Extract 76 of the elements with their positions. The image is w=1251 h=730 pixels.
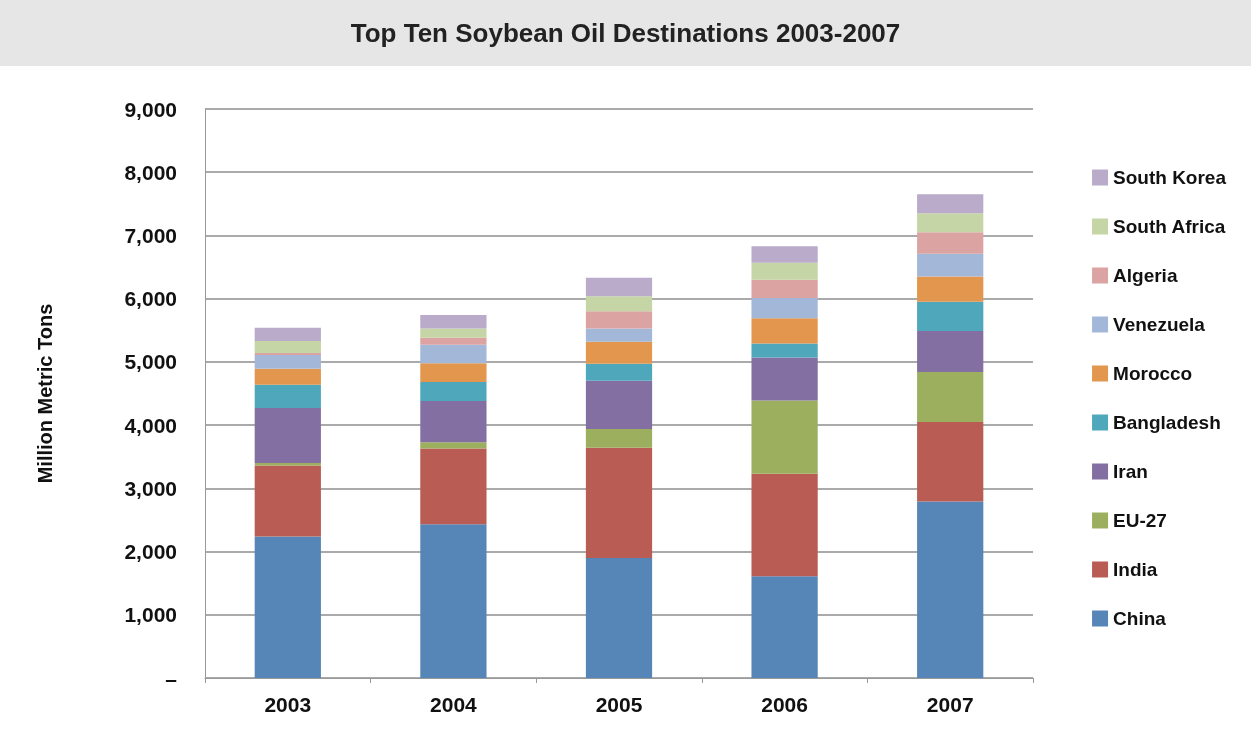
x-tick-label: 2006 xyxy=(761,693,808,716)
y-tick-label: 5,000 xyxy=(124,350,177,374)
bar xyxy=(585,341,653,364)
legend-label: Morocco xyxy=(1113,363,1193,384)
y-tick-label: 2,000 xyxy=(124,540,177,564)
bar xyxy=(254,408,321,464)
bar xyxy=(917,194,984,214)
legend-label: Venezuela xyxy=(1113,314,1206,335)
bar xyxy=(254,354,321,369)
y-tick-label: 7,000 xyxy=(124,223,177,247)
y-tick-label: 1,000 xyxy=(124,603,177,627)
bar xyxy=(917,501,984,678)
bar xyxy=(585,296,653,312)
bar xyxy=(751,298,818,319)
bar xyxy=(420,344,487,364)
bar xyxy=(254,384,321,409)
legend-label: India xyxy=(1113,559,1158,580)
bar xyxy=(751,262,818,280)
bar xyxy=(420,328,487,338)
bar xyxy=(254,327,321,342)
bar xyxy=(751,400,818,474)
bar xyxy=(420,442,487,449)
legend-label: Algeria xyxy=(1113,265,1178,286)
bar xyxy=(420,363,487,383)
bar xyxy=(254,536,321,678)
legend-label: South Korea xyxy=(1113,167,1227,188)
bar xyxy=(585,557,653,678)
bar xyxy=(751,246,818,263)
chart-title: Top Ten Soybean Oil Destinations 2003-2007 xyxy=(0,0,1251,66)
bar xyxy=(751,318,818,344)
y-tick-label: 9,000 xyxy=(124,97,177,121)
x-tick-label: 2004 xyxy=(430,693,478,716)
bar xyxy=(751,576,818,678)
bar xyxy=(917,421,984,502)
y-tick-label: 3,000 xyxy=(124,476,177,500)
bar xyxy=(585,311,653,329)
bar xyxy=(917,301,984,331)
bar xyxy=(751,279,818,299)
bar xyxy=(585,328,653,342)
bar xyxy=(917,372,984,422)
legend-label: South Africa xyxy=(1113,216,1226,237)
legend-label: EU-27 xyxy=(1113,510,1167,531)
bar xyxy=(254,463,321,466)
y-tick-label: 8,000 xyxy=(124,160,177,184)
bar xyxy=(751,343,818,358)
x-tick-label: 2003 xyxy=(264,693,312,716)
bar xyxy=(254,341,321,354)
x-tick-label: 2007 xyxy=(926,693,974,716)
bar xyxy=(751,473,818,577)
bar xyxy=(917,276,984,302)
bar xyxy=(420,448,487,525)
bar xyxy=(254,368,321,385)
y-axis-title: Million Metric Tons xyxy=(34,303,56,484)
x-tick-label: 2005 xyxy=(595,693,643,716)
bar xyxy=(917,253,984,277)
bar xyxy=(585,277,653,297)
y-tick-label: 4,000 xyxy=(124,413,177,437)
bar xyxy=(420,315,487,329)
bar xyxy=(917,232,984,254)
y-tick-label: – xyxy=(165,666,178,690)
y-tick-label: 6,000 xyxy=(124,287,177,311)
legend-label: China xyxy=(1113,608,1167,629)
bar xyxy=(420,382,487,402)
bar xyxy=(585,363,653,381)
bar xyxy=(585,447,653,558)
bar xyxy=(420,524,487,678)
legend-label: Bangladesh xyxy=(1113,412,1221,433)
bar xyxy=(254,465,321,537)
legend-label: Iran xyxy=(1113,461,1148,482)
bar xyxy=(420,401,487,443)
bar xyxy=(917,330,984,372)
bar xyxy=(585,380,653,429)
bar xyxy=(420,337,487,345)
bar xyxy=(585,428,653,448)
bar xyxy=(751,357,818,401)
bar xyxy=(917,213,984,233)
